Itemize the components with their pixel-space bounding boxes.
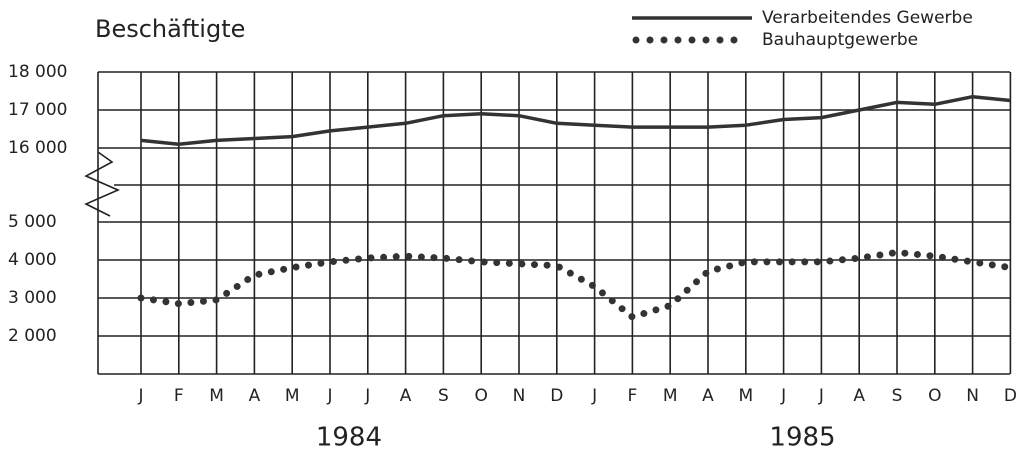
x-tick-label: S bbox=[892, 386, 903, 406]
y-tick-label: 17 000 bbox=[8, 100, 67, 120]
chart-title: Beschäftigte bbox=[95, 15, 245, 43]
legend-label: Verarbeitendes Gewerbe bbox=[762, 8, 973, 28]
x-tick-label: M bbox=[663, 386, 678, 406]
series-line bbox=[140, 94, 1011, 146]
x-tick-label: O bbox=[475, 386, 488, 406]
axis-break bbox=[84, 151, 120, 217]
x-tick-label: F bbox=[174, 386, 184, 406]
x-tick-label: M bbox=[285, 386, 300, 406]
x-tick-label: O bbox=[928, 386, 941, 406]
x-tick-label: A bbox=[249, 386, 261, 406]
x-tick-label: S bbox=[438, 386, 449, 406]
year-label: 1984 bbox=[316, 423, 382, 453]
x-tick-label: M bbox=[738, 386, 753, 406]
y-tick-label: 5 000 bbox=[8, 212, 57, 232]
x-tick-label: D bbox=[550, 386, 563, 406]
x-tick-label: J bbox=[137, 386, 143, 406]
y-tick-label: 4 000 bbox=[8, 250, 57, 270]
y-tick-label: 3 000 bbox=[8, 288, 57, 308]
x-tick-label: J bbox=[591, 386, 597, 406]
x-tick-label: J bbox=[780, 386, 786, 406]
x-tick-label: A bbox=[400, 386, 412, 406]
y-tick-label: 2 000 bbox=[8, 326, 57, 346]
y-tick-label: 16 000 bbox=[8, 138, 67, 158]
x-tick-label: A bbox=[702, 386, 714, 406]
year-label: 1985 bbox=[769, 423, 835, 453]
x-tick-label: J bbox=[364, 386, 370, 406]
x-tick-label: D bbox=[1004, 386, 1017, 406]
break-gap bbox=[84, 152, 114, 218]
x-tick-label: A bbox=[853, 386, 865, 406]
series-line bbox=[137, 248, 1014, 321]
y-tick-label: 18 000 bbox=[8, 62, 67, 82]
x-tick-label: F bbox=[628, 386, 638, 406]
x-tick-label: J bbox=[818, 386, 824, 406]
x-tick-label: N bbox=[513, 386, 526, 406]
x-tick-label: M bbox=[209, 386, 224, 406]
x-tick-label: N bbox=[966, 386, 979, 406]
legend-label: Bauhauptgewerbe bbox=[762, 30, 918, 50]
x-tick-label: J bbox=[326, 386, 332, 406]
